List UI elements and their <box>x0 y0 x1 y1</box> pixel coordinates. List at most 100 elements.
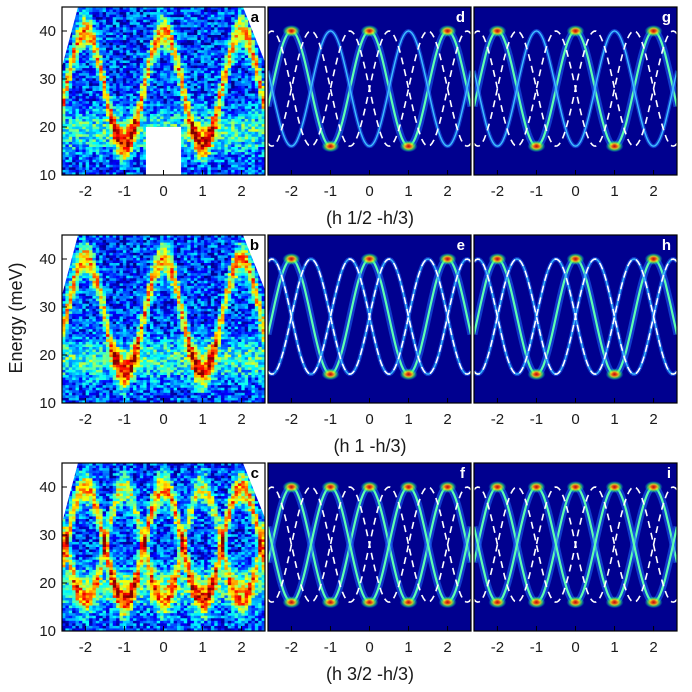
x-tick-label: -1 <box>118 183 131 200</box>
panel-g: -2 -1 0 1 2 g <box>473 6 678 200</box>
x-tick-label: 0 <box>365 639 373 656</box>
x-tick-label: -2 <box>491 639 504 656</box>
x-tick-label: 2 <box>237 183 245 200</box>
x-tick-label: -1 <box>530 183 543 200</box>
panel-c: -2 -1 0 1 2 10 20 30 40 c <box>39 462 266 656</box>
panel-h-image <box>474 235 677 403</box>
x-tick-label: -1 <box>530 639 543 656</box>
x-tick-label: 2 <box>443 639 451 656</box>
mask <box>62 235 78 295</box>
panel-f-image <box>268 463 471 631</box>
calculated-dispersion <box>474 258 677 375</box>
x-tick-label: -2 <box>79 411 92 428</box>
x-tick-label: 1 <box>610 639 618 656</box>
x-tick-label: 0 <box>571 411 579 428</box>
intensity-maximum <box>527 368 546 381</box>
intensity-maximum <box>566 25 585 37</box>
intensity-maximum <box>360 596 379 609</box>
x-tick-label: -1 <box>118 639 131 656</box>
intensity-maximum <box>488 253 507 265</box>
x-tick-label: 2 <box>443 411 451 428</box>
y-tick-label: 10 <box>39 395 56 412</box>
x-tick-label: -1 <box>324 639 337 656</box>
y-tick-label: 30 <box>39 527 56 544</box>
panel-e-image <box>268 235 471 403</box>
x-tick-label: -2 <box>491 183 504 200</box>
x-tick-label: -1 <box>324 411 337 428</box>
panel-i-image <box>474 463 677 631</box>
panel-label: c <box>251 465 259 482</box>
intensity-maximum <box>527 140 546 153</box>
y-tick-label: 30 <box>39 299 56 316</box>
panel-b: -2 -1 0 1 2 10 20 30 40 b <box>39 234 266 428</box>
x-tick-label: 1 <box>198 183 206 200</box>
intensity-maximum <box>321 596 340 609</box>
mask <box>243 7 265 62</box>
panel-label: i <box>667 465 671 482</box>
x-tick-label: -1 <box>530 411 543 428</box>
x-tick-label: 1 <box>404 639 412 656</box>
intensity-maximum <box>321 140 340 153</box>
y-tick-label: 30 <box>39 71 56 88</box>
x-tick-label: 0 <box>159 183 167 200</box>
panel-a-image <box>62 7 265 175</box>
panel-d-image <box>268 7 471 175</box>
intensity-maximum <box>438 253 457 265</box>
y-tick-label: 10 <box>39 623 56 640</box>
intensity-maximum <box>360 253 379 265</box>
panel-g-image <box>474 7 677 175</box>
intensity-maximum <box>282 253 301 265</box>
intensity-maximum <box>282 596 301 609</box>
intensity-maximum <box>438 25 457 37</box>
row-title-1: (h 1/2 -h/3) <box>326 208 414 228</box>
panel-label: g <box>662 9 671 26</box>
x-tick-label: 0 <box>365 183 373 200</box>
x-tick-label: 2 <box>649 183 657 200</box>
y-tick-label: 20 <box>39 119 56 136</box>
intensity-maximum <box>488 596 507 609</box>
intensity-maximum <box>360 481 379 493</box>
x-tick-label: 0 <box>571 639 579 656</box>
x-tick-label: 1 <box>610 183 618 200</box>
intensity-maximum <box>321 481 340 493</box>
spectral-band <box>474 30 677 147</box>
intensity-maximum <box>282 25 301 37</box>
intensity-maximum <box>360 25 379 37</box>
panel-label: a <box>251 9 260 26</box>
calculated-dispersion <box>474 30 677 147</box>
panel-f: -2 -1 0 1 2 f <box>267 462 472 656</box>
intensity-maximum <box>438 596 457 609</box>
x-tick-label: -1 <box>118 411 131 428</box>
x-tick-label: 2 <box>649 639 657 656</box>
intensity-maximum <box>566 481 585 493</box>
x-tick-label: 0 <box>571 183 579 200</box>
y-axis-title: Energy (meV) <box>6 262 26 373</box>
intensity-maximum <box>644 481 663 493</box>
x-tick-label: -1 <box>324 183 337 200</box>
intensity-maximum <box>566 253 585 265</box>
x-tick-label: 1 <box>198 411 206 428</box>
intensity-maximum <box>488 25 507 37</box>
calculated-dispersion <box>268 30 471 147</box>
intensity-maximum <box>566 596 585 609</box>
mask <box>145 127 182 175</box>
panel-label: f <box>460 465 466 482</box>
mask <box>243 463 265 518</box>
row-title-2: (h 1 -h/3) <box>333 436 406 456</box>
intensity-maximum <box>399 481 418 493</box>
intensity-maximum <box>438 481 457 493</box>
x-tick-label: 2 <box>649 411 657 428</box>
intensity-maximum <box>282 481 301 493</box>
intensity-maximum <box>399 596 418 609</box>
calculated-dispersion <box>474 486 677 603</box>
x-tick-label: 2 <box>237 411 245 428</box>
mask <box>62 463 78 523</box>
panel-h: -2 -1 0 1 2 h <box>473 234 678 428</box>
panel-d: -2 -1 0 1 2 d <box>267 6 472 200</box>
x-tick-label: 0 <box>365 411 373 428</box>
intensity-maximum <box>605 596 624 609</box>
intensity-maximum <box>488 481 507 493</box>
panel-label: b <box>250 237 259 254</box>
